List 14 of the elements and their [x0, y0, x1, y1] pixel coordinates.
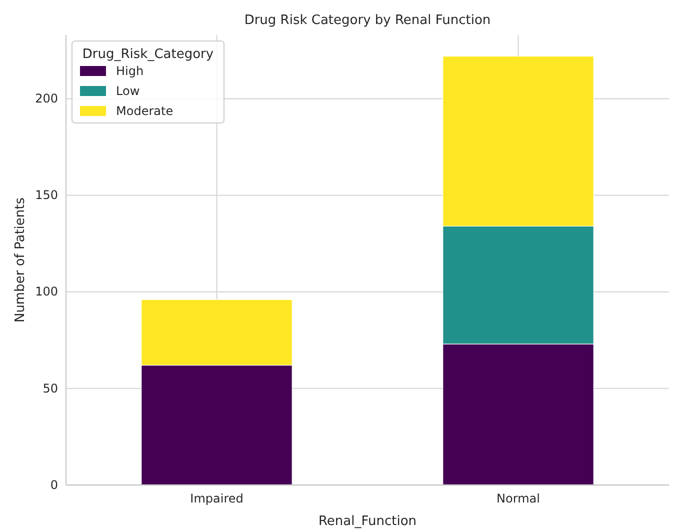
x-axis-title: Renal_Function — [318, 514, 417, 529]
x-tick-label: Normal — [496, 492, 540, 506]
y-tick-label: 50 — [42, 381, 58, 396]
y-tick-label: 150 — [35, 188, 58, 202]
y-tick-label: 100 — [35, 284, 58, 299]
legend-label: Moderate — [116, 104, 174, 118]
x-tick-label: Impaired — [190, 492, 244, 506]
legend-title: Drug_Risk_Category — [82, 47, 214, 62]
legend-label: Low — [116, 84, 140, 98]
y-axis-title: Number of Patients — [13, 197, 28, 323]
y-tick-label: 200 — [35, 92, 58, 106]
legend-label: High — [116, 64, 144, 78]
chart-title: Drug Risk Category by Renal Function — [244, 13, 491, 28]
y-tick-label: 0 — [50, 478, 58, 492]
